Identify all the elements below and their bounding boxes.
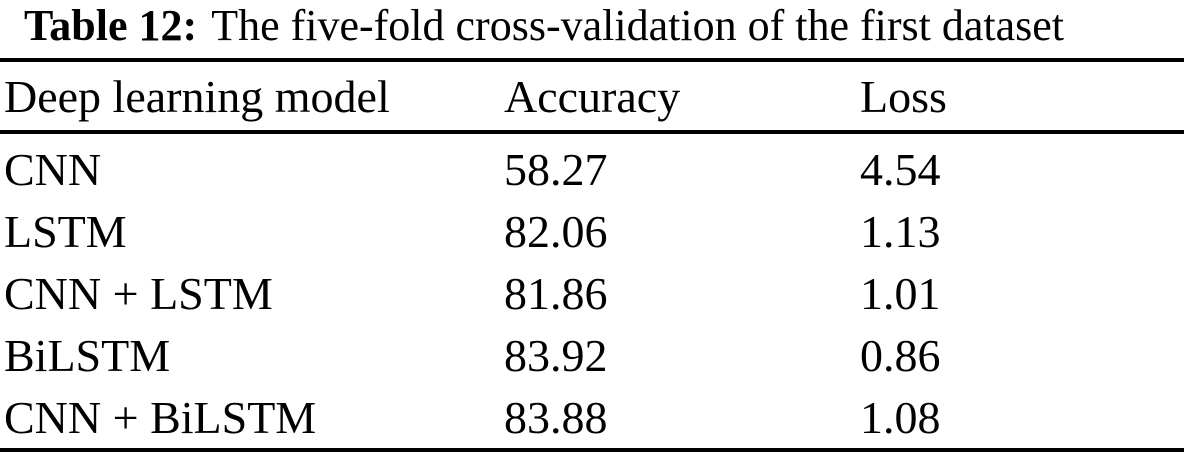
model-cell: CNN	[4, 143, 102, 195]
accuracy-cell: 58.27	[504, 143, 608, 195]
table-row: CNN + LSTM 81.86 1.01	[0, 262, 1184, 324]
cross-validation-table: Deep learning model Accuracy Loss CNN 58…	[0, 58, 1184, 452]
loss-cell: 0.86	[860, 329, 941, 381]
loss-cell: 4.54	[860, 143, 941, 195]
table-caption-text: The five-fold cross-validation of the fi…	[211, 1, 1065, 50]
model-cell: CNN + BiLSTM	[4, 391, 317, 443]
model-cell: CNN + LSTM	[4, 267, 273, 319]
table-caption: Table 12: The five-fold cross-validation …	[0, 0, 1187, 58]
accuracy-cell: 81.86	[504, 267, 608, 319]
accuracy-cell: 83.88	[504, 391, 608, 443]
table-row: BiLSTM 83.92 0.86	[0, 324, 1184, 386]
column-header-model: Deep learning model	[4, 70, 390, 122]
accuracy-cell: 83.92	[504, 329, 608, 381]
model-cell: BiLSTM	[4, 329, 171, 381]
column-header-accuracy: Accuracy	[504, 70, 681, 122]
table-caption-label: Table 12:	[24, 1, 198, 50]
table-header-row: Deep learning model Accuracy Loss	[0, 60, 1184, 132]
accuracy-cell: 82.06	[504, 205, 608, 257]
loss-cell: 1.01	[860, 267, 941, 319]
model-cell: LSTM	[4, 205, 127, 257]
loss-cell: 1.13	[860, 205, 941, 257]
table-row: LSTM 82.06 1.13	[0, 200, 1184, 262]
column-header-loss: Loss	[860, 70, 947, 122]
table-row: CNN 58.27 4.54	[0, 132, 1184, 200]
loss-cell: 1.08	[860, 391, 941, 443]
table-row: CNN + BiLSTM 83.88 1.08	[0, 386, 1184, 450]
